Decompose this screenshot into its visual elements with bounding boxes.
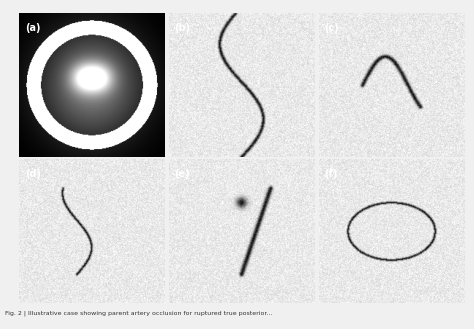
Text: (a): (a): [25, 23, 40, 33]
Text: Fig. 2 | Illustrative case showing parent artery occlusion for ruptured true pos: Fig. 2 | Illustrative case showing paren…: [5, 311, 272, 316]
Text: (c): (c): [324, 23, 339, 33]
Text: (e): (e): [174, 169, 190, 179]
Text: (b): (b): [174, 23, 191, 33]
Text: (d): (d): [25, 169, 41, 179]
Text: (f): (f): [324, 169, 337, 179]
